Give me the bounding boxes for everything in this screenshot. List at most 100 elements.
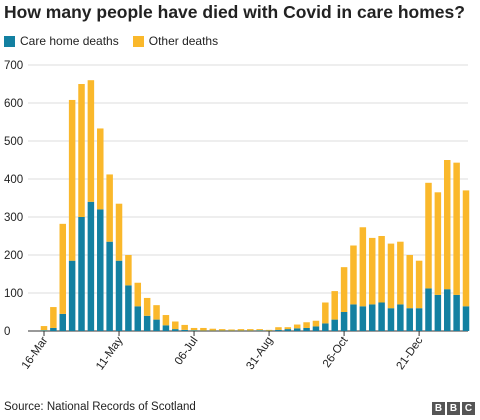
x-tick-label: 21-Dec <box>394 335 425 372</box>
bar-care-home <box>443 289 451 331</box>
bar-other <box>275 327 282 330</box>
x-tick-label: 16-Mar <box>20 335 51 372</box>
bar-care-home <box>143 315 151 331</box>
legend-item-care-home: Care home deaths <box>4 34 119 48</box>
bar-care-home <box>406 308 413 331</box>
bar-other <box>359 227 367 307</box>
chart-title: How many people have died with Covid in … <box>4 2 465 22</box>
bbc-logo-letter: B <box>432 402 445 415</box>
bar-other <box>462 190 470 307</box>
bar-care-home <box>153 319 160 331</box>
bar-other <box>134 282 142 307</box>
bar-care-home <box>162 325 170 331</box>
bar-care-home <box>59 313 67 331</box>
bar-care-home <box>368 304 376 331</box>
bar-other <box>40 326 48 331</box>
bar-other <box>322 302 329 324</box>
bar-other <box>87 80 95 202</box>
bar-other <box>331 291 338 320</box>
bar-other <box>190 327 198 331</box>
bar-other <box>162 315 170 326</box>
legend-swatch-other <box>132 35 144 47</box>
y-tick-label: 300 <box>4 212 23 224</box>
bar-care-home <box>134 306 142 331</box>
y-tick-label: 700 <box>4 60 23 72</box>
legend-swatch-care-home <box>4 35 15 47</box>
y-tick-label: 600 <box>4 98 23 110</box>
bar-care-home <box>415 308 423 331</box>
bar-other <box>312 320 320 327</box>
stacked-bar-chart: 0 100 200 300 400 500 600 700 16-Mar 11-May 06-Jul… <box>4 60 470 373</box>
bar-other <box>406 255 413 309</box>
bar-care-home <box>312 326 320 331</box>
bar-care-home <box>172 329 179 331</box>
bar-other <box>397 241 404 305</box>
bar-other <box>172 321 179 330</box>
bar-care-home <box>256 330 263 331</box>
bar-other <box>228 329 235 331</box>
bar-care-home <box>97 209 104 331</box>
bar-other <box>125 255 132 286</box>
bar-other <box>153 305 160 320</box>
bar-other <box>256 329 263 331</box>
bar-care-home <box>87 201 95 331</box>
y-tick-label: 500 <box>4 136 23 148</box>
bar-care-home <box>425 288 432 331</box>
legend-label-care-home: Care home deaths <box>20 34 119 48</box>
y-tick-label: 200 <box>4 250 23 262</box>
bar-care-home <box>50 327 57 331</box>
bar-care-home <box>78 217 85 331</box>
bar-other <box>265 329 273 331</box>
bar-care-home <box>397 304 404 331</box>
bar-care-home <box>359 306 367 331</box>
bar-other <box>106 174 113 242</box>
bar-care-home <box>387 308 395 331</box>
bar-care-home <box>181 329 188 331</box>
bar-other <box>218 329 226 331</box>
bar-care-home <box>284 329 292 331</box>
bbc-logo: B B C <box>430 402 475 415</box>
bar-other <box>284 327 292 330</box>
y-tick-label: 400 <box>4 174 23 186</box>
bar-other <box>293 324 301 329</box>
x-tick-label: 26-Oct <box>321 334 351 370</box>
bar-other <box>378 236 385 303</box>
bbc-logo-letter: B <box>447 402 460 415</box>
bar-other <box>350 245 357 305</box>
y-tick-label: 0 <box>4 326 10 338</box>
bar-care-home <box>190 330 198 331</box>
bar-care-home <box>322 323 329 331</box>
bar-other <box>237 329 245 331</box>
bar-care-home <box>350 304 357 331</box>
legend-label-other: Other deaths <box>148 34 219 48</box>
bar-other <box>340 267 348 312</box>
bar-other <box>303 322 310 328</box>
x-tick-label: 11-May <box>94 335 125 373</box>
bar-other <box>59 223 67 314</box>
bar-other <box>415 260 423 309</box>
bar-care-home <box>303 327 310 331</box>
bar-care-home <box>293 328 301 331</box>
x-tick-label: 31-Aug <box>244 335 275 372</box>
bar-care-home <box>275 329 282 331</box>
y-tick-label: 100 <box>4 288 23 300</box>
bar-care-home <box>115 260 123 331</box>
bar-care-home <box>40 330 48 331</box>
bar-care-home <box>453 294 460 331</box>
bar-other <box>425 182 432 289</box>
bar-other <box>209 328 217 331</box>
bar-other <box>115 203 123 261</box>
bar-other <box>247 329 254 331</box>
bar-care-home <box>378 302 385 331</box>
legend-item-other: Other deaths <box>132 34 219 48</box>
bar-other <box>434 192 442 295</box>
x-tick-label: 06-Jul <box>173 335 201 368</box>
bar-other <box>78 84 85 217</box>
bar-care-home <box>331 319 338 331</box>
bar-other <box>200 327 207 331</box>
bar-other <box>68 99 76 261</box>
bar-care-home <box>340 312 348 331</box>
bar-care-home <box>106 241 113 331</box>
bar-care-home <box>462 306 470 331</box>
bbc-logo-letter: C <box>462 402 475 415</box>
